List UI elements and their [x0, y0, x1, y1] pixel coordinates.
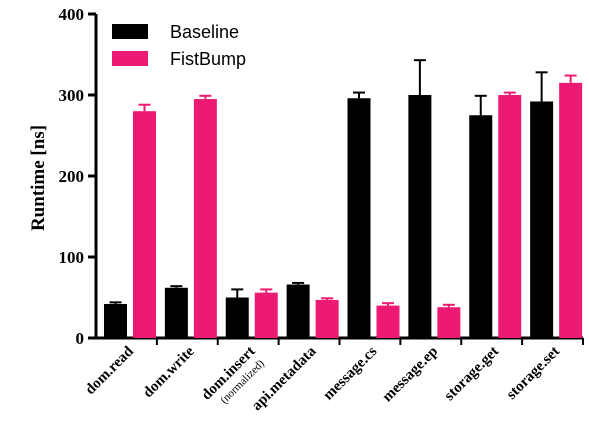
x-tick-label: message.cs	[320, 343, 380, 403]
bar-fistbump-dom-insert	[254, 292, 278, 338]
y-tick-label: 200	[59, 167, 85, 186]
y-tick-label: 300	[59, 86, 85, 105]
bar-baseline-message-cs	[347, 98, 371, 339]
bar-baseline-api-metadata	[286, 284, 310, 338]
x-tick-label: storage.get	[442, 344, 503, 405]
bar-baseline-dom-read	[104, 303, 127, 338]
bar-baseline-dom-write	[164, 287, 188, 338]
bar-baseline-dom-insert	[225, 297, 249, 338]
bar-fistbump-dom-write	[193, 99, 217, 338]
x-tick-label: message.ep	[380, 344, 442, 406]
bar-fistbump-dom-read	[133, 111, 156, 338]
y-tick-label: 100	[59, 248, 85, 267]
x-tick-label: dom.write	[140, 343, 198, 401]
legend-label-fistbump: FistBump	[170, 49, 246, 69]
y-tick-label: 400	[59, 5, 85, 24]
legend-label-baseline: Baseline	[170, 22, 239, 42]
legend-swatch-fistbump	[112, 51, 148, 66]
x-tick-label: api.metadata	[249, 343, 320, 414]
bar-fistbump-api-metadata	[315, 299, 339, 338]
x-tick-label: storage.set	[504, 344, 563, 403]
y-axis-title: Runtime [ns]	[28, 125, 49, 231]
bar-baseline-storage-set	[530, 101, 554, 338]
bar-baseline-message-ep	[408, 95, 432, 338]
bars	[104, 59, 583, 339]
bar-baseline-storage-get	[469, 115, 493, 338]
bar-fistbump-storage-set	[559, 82, 583, 338]
x-tick-label: dom.read	[82, 343, 137, 398]
legend-swatch-baseline	[112, 24, 148, 39]
legend: Baseline FistBump	[112, 22, 246, 69]
y-tick-label: 0	[76, 329, 85, 348]
bar-fistbump-message-cs	[376, 305, 400, 338]
bar-fistbump-storage-get	[498, 95, 522, 338]
bar-fistbump-message-ep	[437, 307, 461, 338]
